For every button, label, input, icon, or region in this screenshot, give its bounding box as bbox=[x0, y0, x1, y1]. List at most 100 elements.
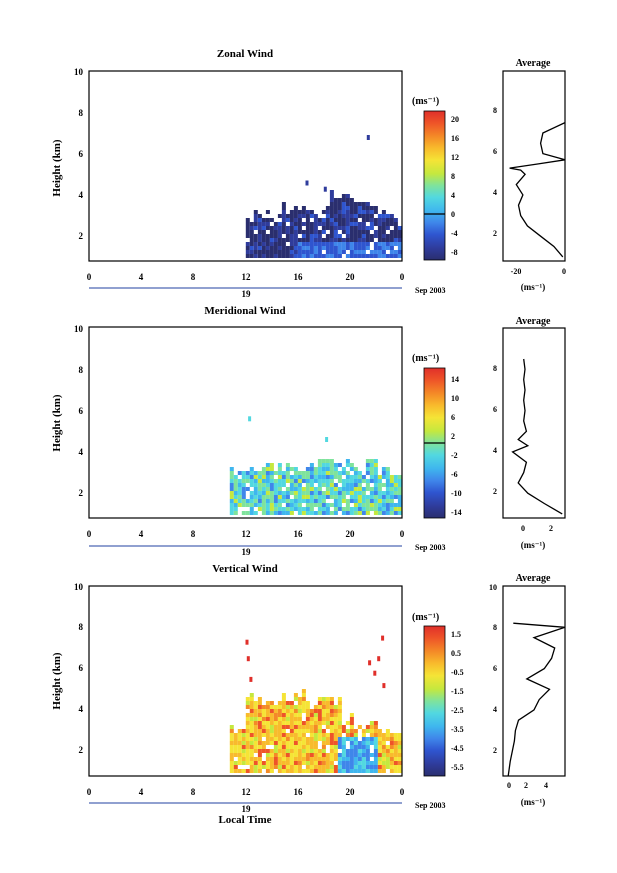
heatmap-cell bbox=[309, 507, 314, 511]
colorbar-tick-label: 0 bbox=[451, 210, 455, 219]
heatmap-cell bbox=[277, 753, 282, 757]
heatmap-cell bbox=[249, 503, 254, 507]
heatmap-cell bbox=[381, 511, 386, 515]
heatmap-cell bbox=[349, 757, 354, 761]
heatmap-cell bbox=[281, 741, 286, 745]
heatmap-cell bbox=[321, 471, 326, 475]
heatmap-cell bbox=[265, 725, 270, 729]
heatmap-cell bbox=[381, 503, 386, 507]
heatmap-cell bbox=[381, 246, 386, 250]
heatmap-cell bbox=[341, 495, 346, 499]
heatmap-cell bbox=[333, 483, 338, 487]
heatmap-cell bbox=[325, 238, 330, 242]
heatmap-cell bbox=[257, 507, 262, 511]
heatmap-cell bbox=[317, 753, 322, 757]
heatmap-cell bbox=[309, 467, 314, 471]
heatmap-cell bbox=[313, 226, 318, 230]
heatmap-cell bbox=[377, 656, 381, 662]
heatmap-cell bbox=[321, 749, 326, 753]
heatmap-cell bbox=[366, 135, 370, 140]
heatmap-cell bbox=[365, 459, 370, 463]
average-y-tick-label: 4 bbox=[493, 188, 497, 197]
heatmap-cell bbox=[293, 495, 298, 499]
heatmap-cell bbox=[249, 226, 254, 230]
heatmap-cell bbox=[289, 717, 294, 721]
heatmap-cell bbox=[297, 250, 302, 254]
heatmap-cell bbox=[301, 487, 306, 491]
heatmap-cell bbox=[229, 467, 234, 471]
heatmap-cell bbox=[393, 483, 398, 487]
heatmap-cell bbox=[249, 729, 254, 733]
x-axis: 0 4 8 12 16 20 0 19 Sep 2003 Local Time bbox=[87, 787, 446, 826]
heatmap-cell bbox=[317, 222, 322, 226]
heatmap-cell bbox=[373, 234, 378, 238]
heatmap-cell bbox=[333, 210, 338, 214]
heatmap-cell bbox=[373, 495, 378, 499]
heatmap-cell bbox=[329, 721, 334, 725]
heatmap-cell bbox=[325, 491, 330, 495]
heatmap-cell bbox=[349, 495, 354, 499]
heatmap-cell bbox=[321, 475, 326, 479]
heatmap-cell bbox=[285, 467, 290, 471]
heatmap-cell bbox=[237, 737, 242, 741]
heatmap-cell bbox=[373, 475, 378, 479]
heatmap-cell bbox=[317, 218, 322, 222]
heatmap-cell bbox=[301, 761, 306, 765]
heatmap-cell bbox=[329, 749, 334, 753]
heatmap-cell bbox=[281, 721, 286, 725]
heatmap-cell bbox=[361, 733, 366, 737]
heatmap-cell bbox=[285, 733, 290, 737]
heatmap-cell bbox=[253, 769, 258, 773]
heatmap-cell bbox=[361, 234, 366, 238]
heatmap-cell bbox=[289, 507, 294, 511]
heatmap-cell bbox=[321, 495, 326, 499]
heatmap-cell bbox=[337, 713, 342, 717]
heatmap-cell bbox=[325, 437, 329, 442]
heatmap-cell bbox=[257, 483, 262, 487]
heatmap-cell bbox=[285, 218, 290, 222]
heatmap-cell bbox=[377, 495, 382, 499]
heatmap-cell bbox=[337, 697, 342, 701]
heatmap-cell bbox=[325, 471, 330, 475]
heatmap-cell bbox=[361, 499, 366, 503]
heatmap-cell bbox=[313, 471, 318, 475]
heatmap-cell bbox=[385, 765, 390, 769]
heatmap-cell bbox=[337, 765, 342, 769]
heatmap-cell bbox=[249, 745, 254, 749]
heatmap-cell bbox=[289, 254, 294, 258]
heatmap-cell bbox=[249, 721, 254, 725]
heatmap-cell bbox=[341, 511, 346, 515]
average-y-tick-label: 2 bbox=[493, 487, 497, 496]
heatmap-cell bbox=[377, 741, 382, 745]
heatmap-cell bbox=[357, 769, 362, 773]
heatmap-cell bbox=[325, 753, 330, 757]
heatmap-cell bbox=[333, 222, 338, 226]
heatmap-cell bbox=[241, 491, 246, 495]
plot-frame bbox=[88, 585, 403, 777]
y-tick-label: 4 bbox=[79, 447, 84, 457]
heatmap-cell bbox=[365, 202, 370, 206]
heatmap-cell bbox=[321, 226, 326, 230]
heatmap-cell bbox=[245, 741, 250, 745]
heatmap-cell bbox=[277, 499, 282, 503]
heatmap-cell bbox=[341, 218, 346, 222]
heatmap-cell bbox=[293, 246, 298, 250]
heatmap-cell bbox=[305, 709, 310, 713]
heatmap-cell bbox=[309, 254, 314, 258]
heatmap-cell bbox=[269, 479, 274, 483]
heatmap-cell bbox=[289, 250, 294, 254]
heatmap-cell bbox=[393, 479, 398, 483]
heatmap-cell bbox=[233, 495, 238, 499]
heatmap-cell bbox=[293, 467, 298, 471]
heatmap-cell bbox=[333, 511, 338, 515]
heatmap-cell bbox=[253, 210, 258, 214]
heatmap-cell bbox=[321, 697, 326, 701]
heatmap-cell bbox=[337, 475, 342, 479]
heatmap-cell bbox=[305, 483, 310, 487]
heatmap-cell bbox=[361, 202, 366, 206]
heatmap-cell bbox=[337, 701, 342, 705]
heatmap-cell bbox=[317, 234, 322, 238]
heatmap-cell bbox=[333, 705, 338, 709]
heatmap-cell bbox=[329, 479, 334, 483]
heatmap-cell bbox=[361, 495, 366, 499]
